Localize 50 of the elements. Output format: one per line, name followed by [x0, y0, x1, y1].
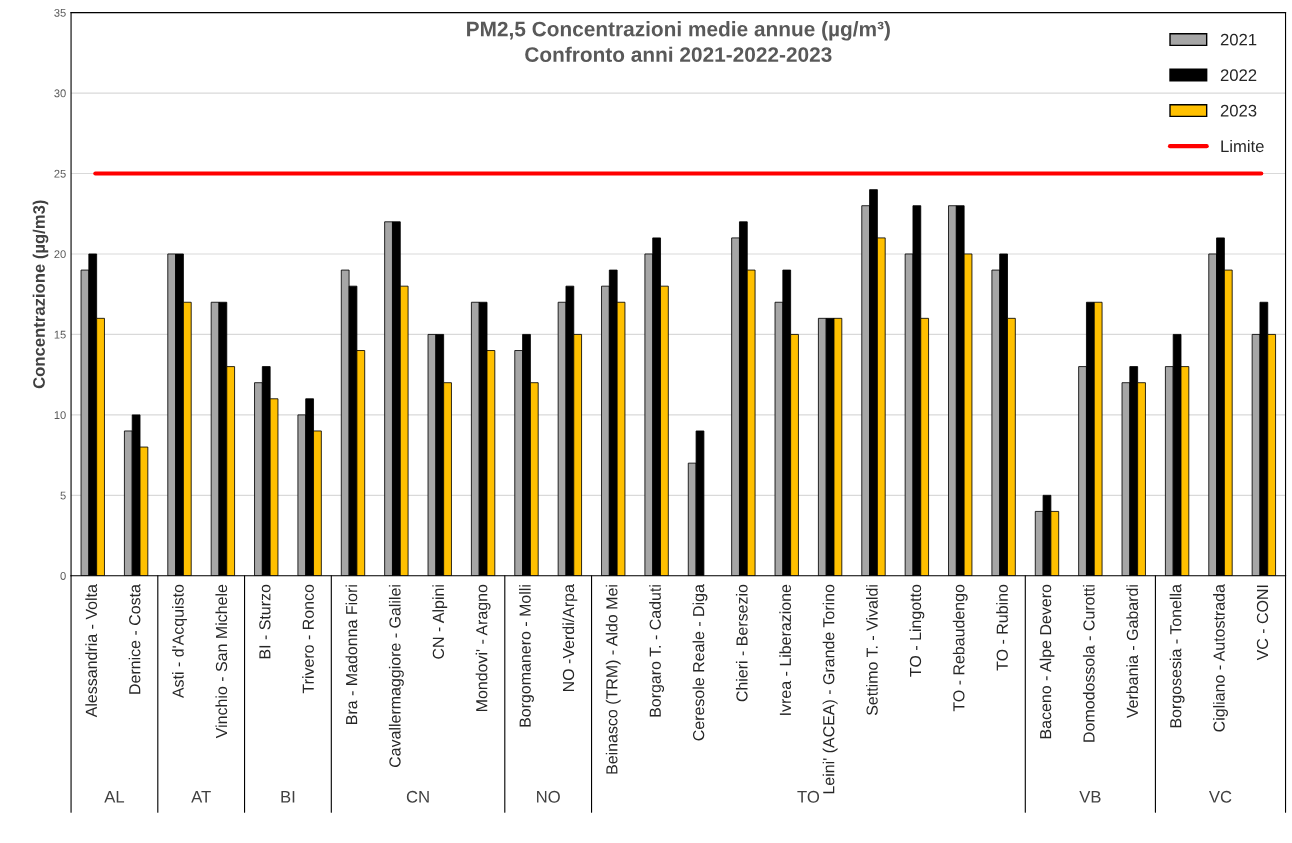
x-tick-label: Verbania - Gabardi [1126, 585, 1139, 719]
x-tick-label: Borgaro T. - Caduti [649, 585, 665, 717]
y-tick-label: 0 [60, 572, 66, 580]
y-tick-label: 25 [54, 169, 66, 178]
x-tick-label: Baceno - Alpe Devero [1039, 584, 1055, 739]
text: AT [191, 791, 211, 803]
x-tick-label: VC - CONI [1256, 585, 1269, 661]
legend-label: Limite [1221, 139, 1264, 153]
text: NO [537, 790, 560, 803]
x-tick-label: Dernice - Costa [128, 584, 141, 694]
x-tick-label: Beinasco (TRM) - Aldo Mei [605, 585, 621, 774]
y-tick-label: 5 [60, 491, 66, 500]
x-tick-label: Chieri - Bersezio [735, 584, 748, 702]
y-tick-label: 10 [54, 411, 66, 420]
x-tick-label: BI - Sturzo [259, 584, 271, 659]
x-tick-label: CN - Alpini [432, 585, 448, 659]
x-tick-label: Ivrea - Liberazione [779, 584, 792, 715]
legend-label: 2021 [1220, 33, 1257, 46]
x-tick-label: Leini' (ACEA) - Grande Torino [822, 584, 838, 794]
x-tick-label: Mondovi' - Aragno [475, 584, 491, 712]
x-tick-label: Vinchio - San Michele [215, 584, 228, 739]
x-tick-label: Ceresole Reale - Diga [692, 584, 708, 741]
legend-label: 2022 [1220, 69, 1257, 82]
x-tick-label: Borgomanero - Molli [519, 585, 534, 727]
text: CN [406, 790, 429, 803]
text: VB [1079, 791, 1101, 803]
x-tick-label: Bra - Madonna Fiori [345, 585, 358, 724]
y-tick-label: 15 [54, 330, 66, 339]
text: TO [797, 790, 820, 803]
x-tick-label: Settimo T. - Vivaldi [866, 585, 878, 716]
x-tick-label: NO -Verdi/Arpa [562, 584, 578, 692]
x-tick-label: Borgosesia - Tonella [1169, 584, 1185, 728]
y-tick-label: 30 [54, 89, 66, 98]
text: AL [104, 791, 125, 803]
text: BI [281, 791, 295, 803]
x-tick-label: TO - Lingotto [909, 584, 925, 677]
y-axis-title: Concentrazione (µg/m3) [32, 200, 49, 389]
x-tick-label: Asti - d'Acquisto [172, 584, 187, 699]
x-tick-label: Cavallermaggiore - Galilei [388, 585, 404, 768]
y-tick-label: 35 [54, 8, 66, 17]
x-tick-label: Alessandria - Volta [85, 584, 98, 718]
text: VC [1208, 790, 1232, 803]
legend-label: 2023 [1220, 104, 1257, 117]
x-tick-label: TO - Rebaudengo [952, 584, 968, 712]
text: PM2,5 Concentrazioni medie annue (µg/m³) Confronto anni 2021-2022-2023 [467, 21, 890, 62]
x-tick-label: Domodossola - Curotti [1082, 585, 1095, 742]
x-tick-label: TO - Rubino [996, 584, 1008, 671]
y-tick-label: 20 [54, 250, 66, 259]
x-tick-label: Cigliano - Autostrada [1213, 584, 1228, 732]
x-tick-label: Trivero - Ronco [302, 584, 314, 694]
